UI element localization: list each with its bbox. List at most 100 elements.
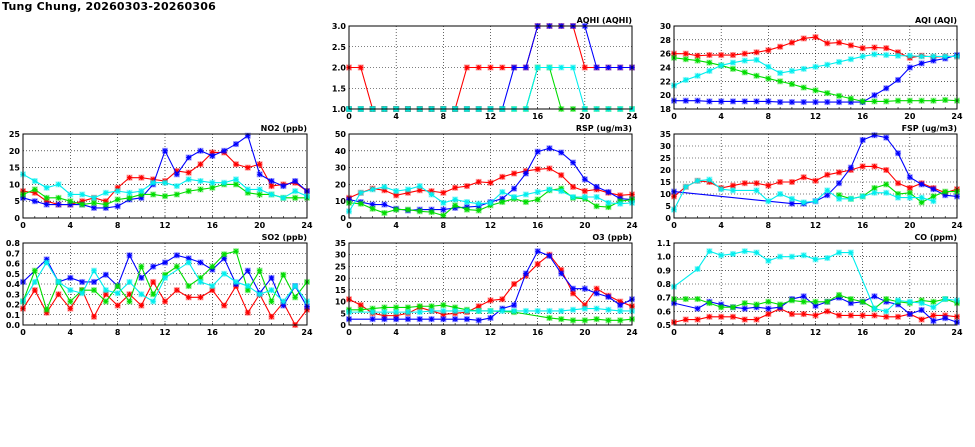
data-point-red xyxy=(930,312,937,319)
star-marker-icon xyxy=(523,308,529,314)
star-marker-icon xyxy=(871,51,877,57)
data-point-cyan xyxy=(765,257,772,264)
data-point-red xyxy=(150,176,157,183)
y-tick-label: 0.8 xyxy=(657,280,672,289)
star-marker-icon xyxy=(765,76,771,82)
data-point-blue xyxy=(369,201,376,208)
star-marker-icon xyxy=(370,206,376,212)
data-point-green xyxy=(871,185,878,191)
data-point-blue xyxy=(209,152,216,159)
data-point-green xyxy=(268,298,275,305)
data-point-blue xyxy=(534,248,541,255)
data-point-red xyxy=(741,50,748,57)
star-marker-icon xyxy=(860,193,866,199)
data-point-red xyxy=(729,313,736,320)
y-tick-label: 2.0 xyxy=(332,64,347,73)
star-marker-icon xyxy=(871,306,877,312)
star-marker-icon xyxy=(440,212,446,218)
star-marker-icon xyxy=(32,178,38,184)
star-marker-icon xyxy=(907,299,913,305)
star-marker-icon xyxy=(558,316,564,322)
data-point-green xyxy=(800,298,807,305)
data-point-green xyxy=(895,97,902,104)
star-marker-icon xyxy=(930,53,936,59)
star-marker-icon xyxy=(813,303,818,309)
plot-frame xyxy=(673,133,958,219)
star-marker-icon xyxy=(895,49,901,55)
y-tick-label: 20 xyxy=(335,274,347,283)
star-marker-icon xyxy=(895,195,901,201)
star-marker-icon xyxy=(198,178,203,184)
data-point-blue xyxy=(79,278,86,285)
star-marker-icon xyxy=(198,148,203,154)
data-point-blue xyxy=(753,98,760,105)
star-marker-icon xyxy=(695,296,701,302)
star-marker-icon xyxy=(871,312,877,318)
data-point-cyan xyxy=(114,290,121,297)
star-marker-icon xyxy=(824,192,830,198)
data-point-cyan xyxy=(185,176,192,183)
star-marker-icon xyxy=(103,202,109,208)
data-point-red xyxy=(43,198,50,205)
x-tick-label: 0 xyxy=(346,112,352,121)
star-marker-icon xyxy=(245,283,251,289)
data-point-blue xyxy=(812,99,819,106)
data-point-red xyxy=(357,64,364,71)
data-point-red xyxy=(788,39,795,46)
data-point-red xyxy=(883,313,890,320)
data-point-cyan xyxy=(256,291,263,298)
data-point-green xyxy=(452,304,459,311)
star-marker-icon xyxy=(907,311,913,317)
star-marker-icon xyxy=(570,286,576,292)
x-tick-label: 16 xyxy=(857,221,869,230)
star-marker-icon xyxy=(895,302,901,307)
data-point-green xyxy=(440,212,447,219)
x-tick-label: 16 xyxy=(532,112,544,121)
data-point-blue xyxy=(67,201,74,208)
star-marker-icon xyxy=(417,316,423,322)
data-point-cyan xyxy=(942,296,949,303)
data-point-red xyxy=(581,188,588,195)
data-point-green xyxy=(718,304,725,311)
data-point-cyan xyxy=(546,307,553,314)
data-point-green xyxy=(942,188,949,195)
data-point-cyan xyxy=(718,62,725,69)
star-marker-icon xyxy=(138,275,144,281)
star-marker-icon xyxy=(79,279,85,285)
star-marker-icon xyxy=(280,272,286,278)
data-point-red xyxy=(185,169,192,176)
star-marker-icon xyxy=(209,287,215,293)
data-point-cyan xyxy=(729,250,736,257)
data-point-cyan xyxy=(209,179,216,186)
star-marker-icon xyxy=(765,64,771,70)
chart-title: CO (ppm) xyxy=(914,233,957,242)
data-point-red xyxy=(475,178,482,185)
data-point-green xyxy=(393,304,400,311)
data-point-green xyxy=(381,304,388,311)
data-point-red xyxy=(67,305,74,312)
data-point-red xyxy=(440,311,447,318)
star-marker-icon xyxy=(127,190,132,196)
star-marker-icon xyxy=(883,45,889,51)
star-marker-icon xyxy=(464,199,470,205)
data-point-blue xyxy=(280,302,287,309)
data-point-cyan xyxy=(79,191,86,198)
star-marker-icon xyxy=(381,210,387,216)
chart-panel: 0 5 10 15 20 25 30 35 0 4 8 12 16 20 24 FSP (ug/m3) xyxy=(660,124,963,230)
star-marker-icon xyxy=(393,207,399,213)
star-marker-icon xyxy=(754,304,760,310)
data-point-green xyxy=(67,198,74,205)
star-marker-icon xyxy=(209,264,215,270)
data-point-cyan xyxy=(777,253,784,260)
star-marker-icon xyxy=(67,298,73,304)
star-marker-icon xyxy=(269,275,274,281)
star-marker-icon xyxy=(56,202,61,208)
data-point-blue xyxy=(800,99,807,106)
star-marker-icon xyxy=(919,98,925,104)
star-marker-icon xyxy=(523,170,529,176)
data-point-green xyxy=(452,202,459,209)
data-point-blue xyxy=(197,259,204,266)
data-point-cyan xyxy=(292,283,299,290)
star-marker-icon xyxy=(871,185,877,191)
data-point-cyan xyxy=(546,186,553,193)
